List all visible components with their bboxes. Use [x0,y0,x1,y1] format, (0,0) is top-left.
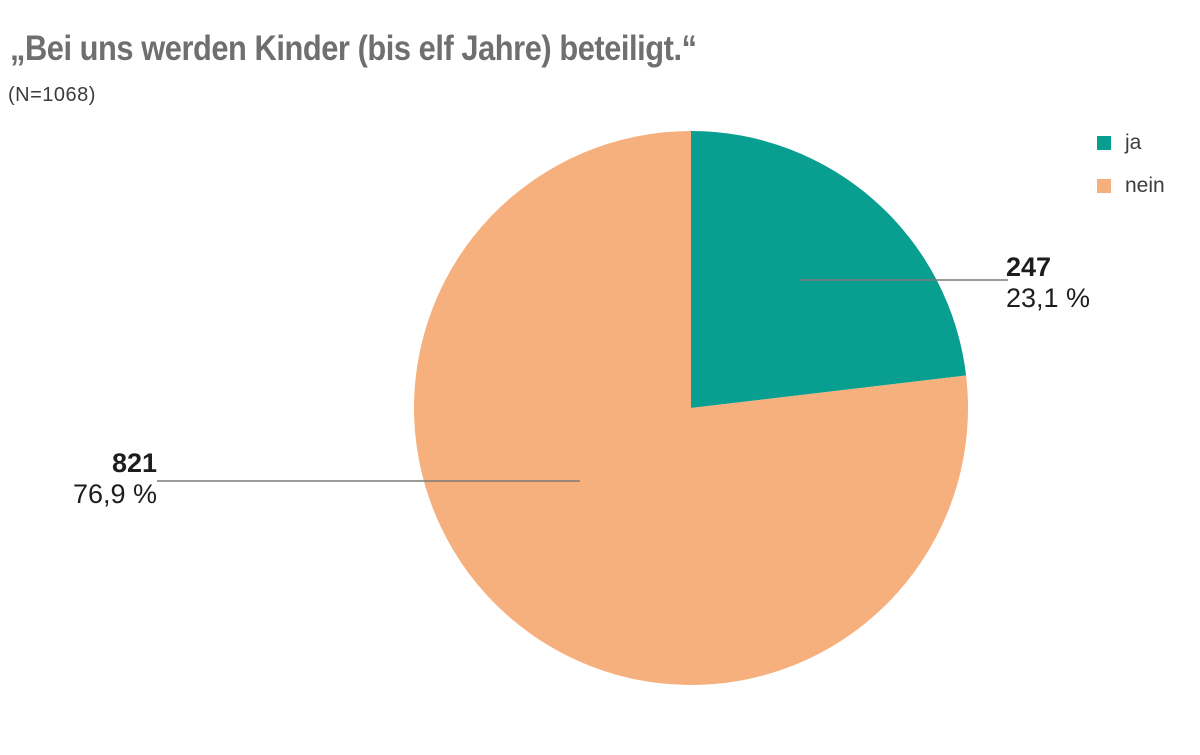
callout-ja-value: 247 [1006,252,1052,282]
legend-label-nein: nein [1125,174,1165,197]
legend-label-ja: ja [1125,131,1142,154]
sample-size-label: (N=1068) [8,84,96,106]
callout-ja-percent: 23,1 % [1006,283,1091,313]
legend-swatch-nein [1097,179,1111,193]
callout-nein-percent: 76,9 % [72,479,157,509]
callout-ja: 247 23,1 % [1006,252,1090,314]
chart-title: „Bei uns werden Kinder (bis elf Jahre) b… [10,29,697,68]
pie-slice-nein [414,131,969,685]
pie-slice-ja [691,131,967,408]
legend-item-nein: nein [1097,173,1165,199]
legend-swatch-ja [1097,136,1111,150]
legend-item-ja: ja [1097,130,1165,156]
callout-nein-value: 821 [111,448,157,478]
callout-nein: 821 76,9 % [73,448,157,510]
legend: ja nein [1097,130,1165,216]
